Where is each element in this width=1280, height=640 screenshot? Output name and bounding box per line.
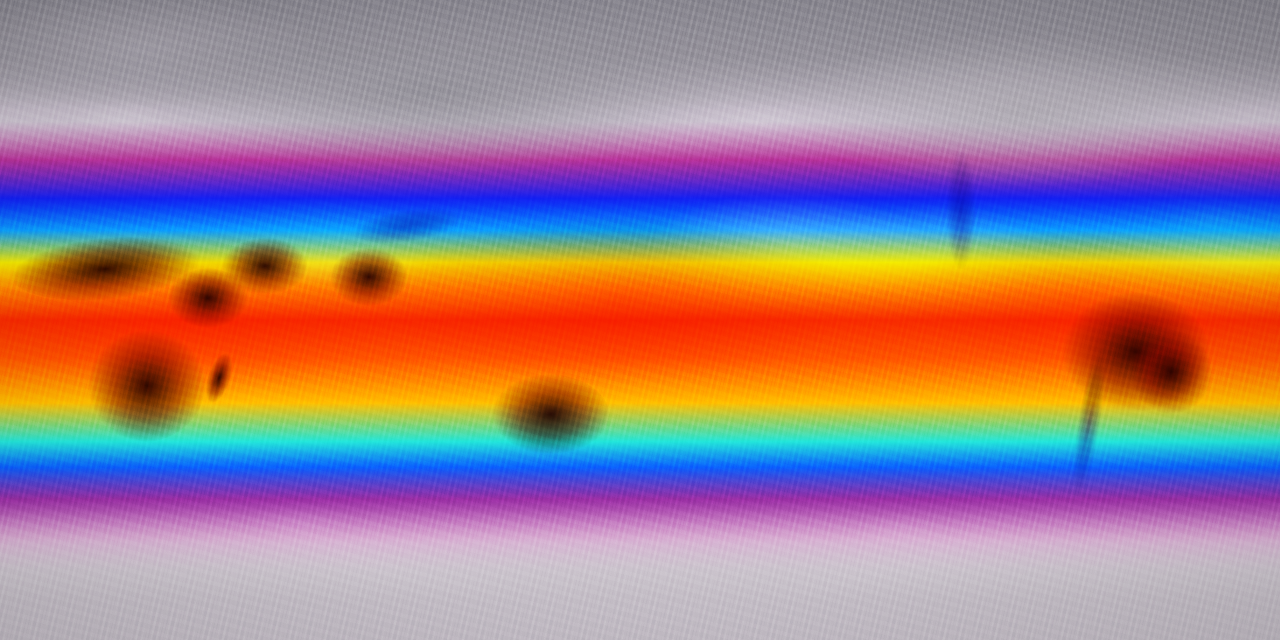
- region-india: [330, 248, 408, 306]
- region-rocky-mountains: [946, 150, 976, 270]
- antarctic-polar-cap: [0, 470, 1280, 640]
- region-australia: [492, 374, 610, 454]
- arctic-polar-cap: [0, 0, 1280, 210]
- region-southern-africa: [88, 330, 206, 442]
- region-arabian-peninsula: [222, 238, 308, 294]
- region-brazil-interior: [1130, 330, 1212, 414]
